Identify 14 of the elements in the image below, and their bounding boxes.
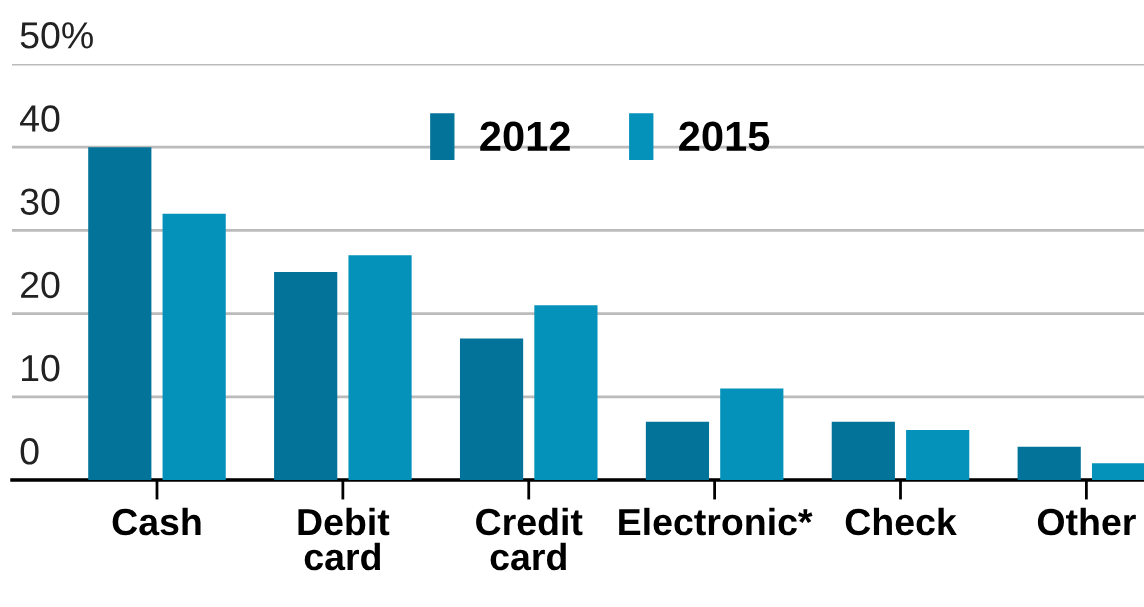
y-tick-label: 0 bbox=[20, 438, 39, 465]
x-tick-label: Cash bbox=[112, 507, 201, 536]
x-tick-label: Credit card bbox=[476, 507, 583, 571]
y-tick-label: 30 bbox=[20, 188, 60, 215]
x-tick-label: Check bbox=[845, 507, 957, 536]
y-tick-label: 10 bbox=[22, 354, 60, 382]
x-tick-label: Debit card bbox=[298, 507, 390, 571]
y-tick-label: 40 bbox=[20, 105, 60, 132]
x-tick-label: Electronic* bbox=[619, 507, 813, 536]
x-tick-label: Other bbox=[1037, 507, 1136, 536]
legend-label: 2012 bbox=[480, 121, 570, 152]
legend-label: 2015 bbox=[679, 121, 770, 152]
y-tick-label: 50% bbox=[20, 22, 93, 49]
y-tick-label: 20 bbox=[21, 271, 60, 299]
